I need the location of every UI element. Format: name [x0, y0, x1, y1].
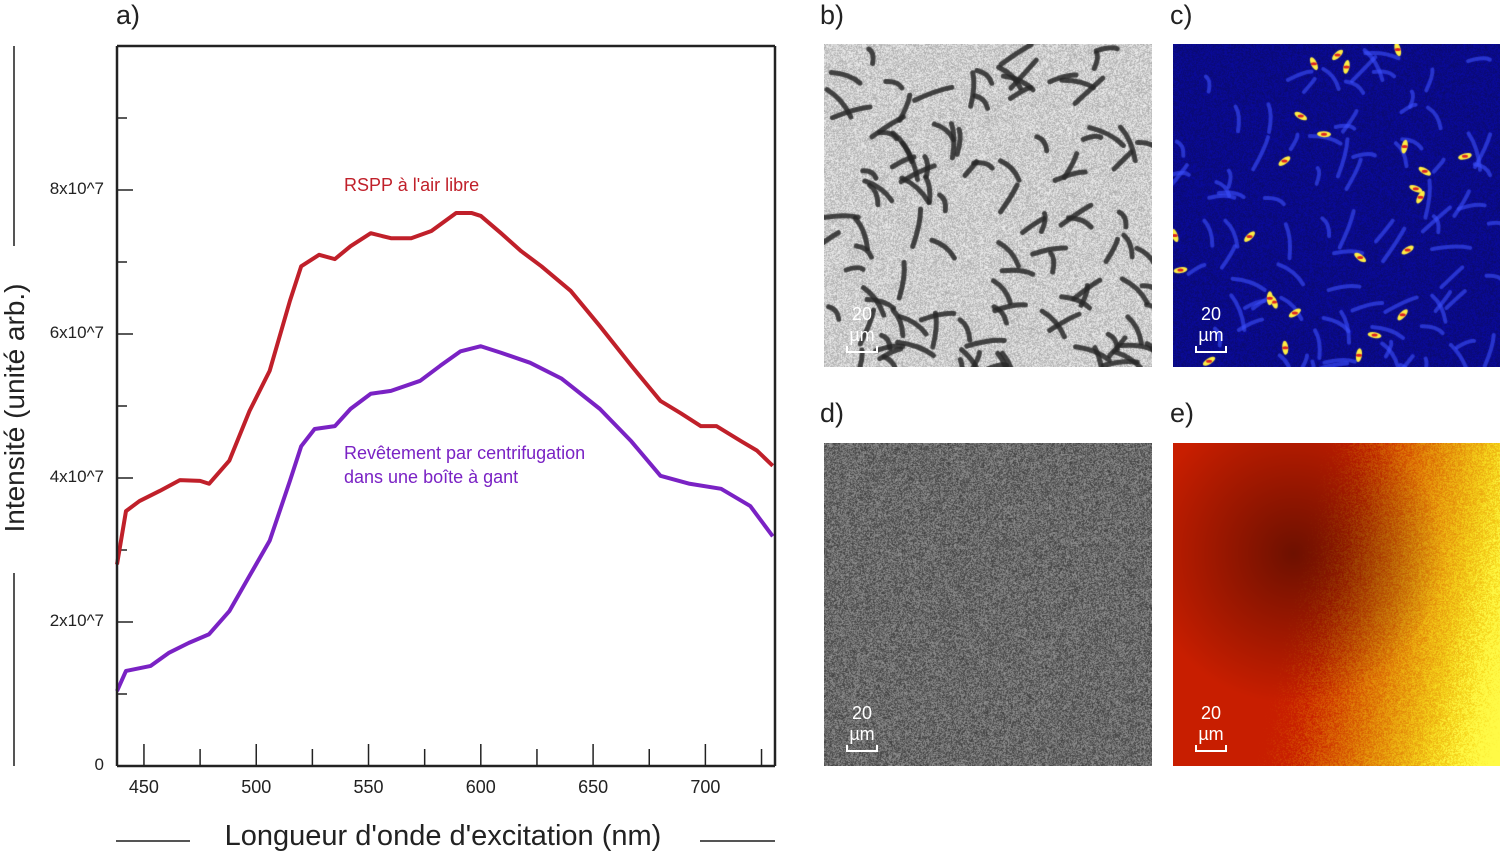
x-tick-label: 500 — [241, 777, 272, 797]
y-tick-label: 4x10^7 — [49, 467, 104, 486]
y-tick-label: 2x10^7 — [49, 611, 104, 630]
spectrum-chart — [115, 44, 777, 768]
series-line-1 — [115, 344, 775, 692]
micrograph-b-transmission: 20 µm — [824, 44, 1152, 367]
series-label-line-2: dans une boîte à gant — [344, 467, 519, 487]
x-tick-label: 600 — [465, 777, 496, 797]
xlabel-line-left — [116, 840, 190, 842]
panel-label-e: e) — [1170, 398, 1195, 428]
x-tick-label: 450 — [128, 777, 159, 797]
ylabel-line-bottom — [13, 573, 15, 766]
y-tick-label: 6x10^7 — [49, 323, 104, 342]
panel-label-d: d) — [820, 398, 845, 428]
scale-bar-label: 20 µm — [1198, 703, 1224, 744]
micrograph-c-fluorescence: 20 µm — [1173, 44, 1500, 367]
series-label-rspp: RSPP à l'air libre — [344, 175, 480, 195]
series-label-line-1: Revêtement par centrifugation — [344, 443, 586, 463]
panel-label-c: c) — [1170, 0, 1193, 30]
scale-bar: 20 µm — [840, 304, 884, 353]
series-label-spin-coating: Revêtement par centrifugation dans une b… — [344, 441, 585, 489]
y-tick-label: 8x10^7 — [49, 179, 104, 198]
scale-bar: 20 µm — [840, 703, 884, 752]
scale-bar-label: 20 µm — [849, 703, 875, 744]
scale-bar: 20 µm — [1189, 304, 1233, 353]
x-axis-label: Longueur d'onde d'excitation (nm) — [224, 820, 662, 852]
x-tick-label: 700 — [690, 777, 721, 797]
scale-bar-label: 20 µm — [1198, 304, 1224, 345]
micrograph-e-fluorescence: 20 µm — [1173, 443, 1500, 766]
scale-bar-label: 20 µm — [849, 304, 875, 345]
series-line-0 — [115, 211, 775, 565]
panel-label-b: b) — [820, 0, 845, 30]
y-tick-label: 0 — [94, 755, 104, 774]
panel-label-a: a) — [116, 0, 141, 30]
x-tick-label: 650 — [578, 777, 609, 797]
xlabel-line-right — [700, 840, 775, 842]
scale-bar: 20 µm — [1189, 703, 1233, 752]
ylabel-line-top — [13, 46, 15, 246]
x-tick-label: 550 — [353, 777, 384, 797]
micrograph-d-transmission: 20 µm — [824, 443, 1152, 766]
